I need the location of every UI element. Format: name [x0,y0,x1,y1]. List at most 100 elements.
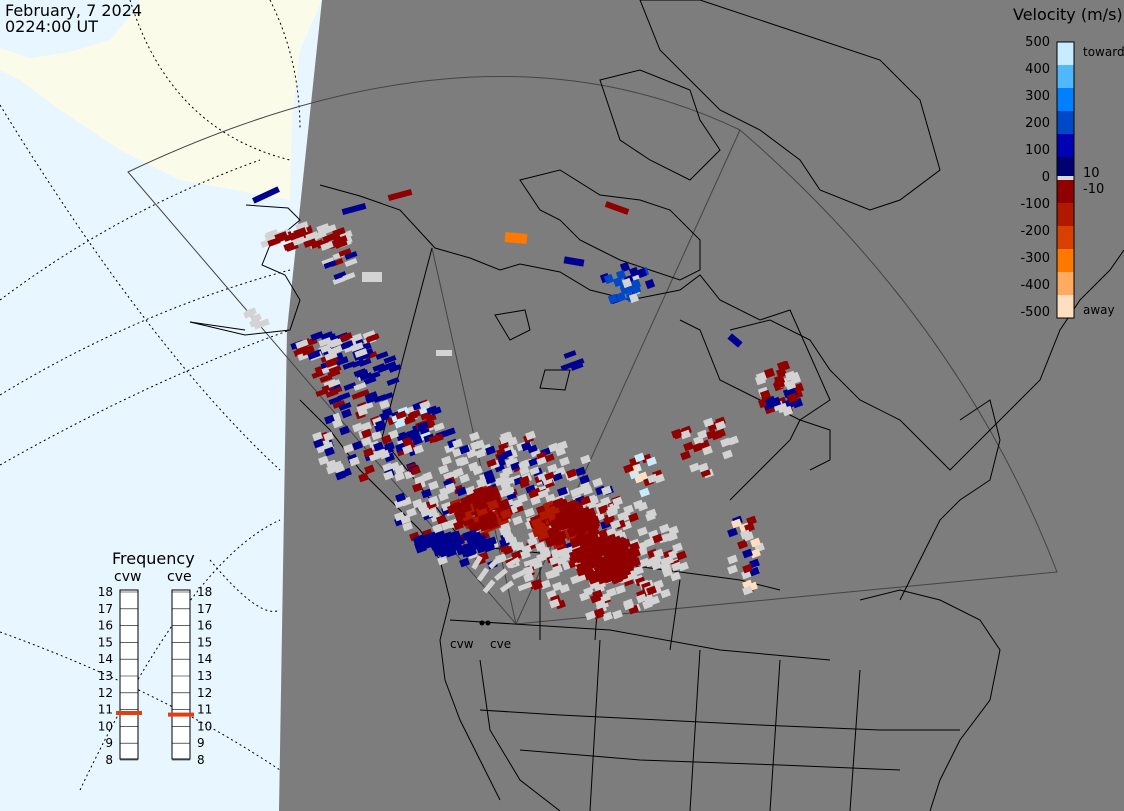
velocity-cell [651,554,662,565]
velocity-cell [511,569,527,580]
velocity-cell [343,443,354,454]
velocity-cells [243,186,805,622]
velocity-cell [639,487,650,498]
velocity-cell [363,447,374,458]
velocity-cell [614,539,628,551]
velocity-cell [497,498,511,510]
velocity-cell [518,460,529,470]
velocity-cell [476,567,490,582]
velocity-cell [421,488,432,499]
velocity-cell [575,565,589,577]
velocity-cell [781,405,794,417]
velocity-cell [646,585,657,596]
velocity-cell [425,413,437,423]
colorbar-segment [1057,134,1074,158]
velocity-cell [380,392,394,401]
velocity-cell [523,558,539,567]
velocity-cell [340,340,354,350]
velocity-cell [433,422,445,432]
velocity-cell [410,465,421,476]
velocity-cell [252,186,280,204]
velocity-cell [427,507,438,518]
velocity-cell [381,434,392,445]
velocity-cell [475,448,486,459]
velocity-cell [754,374,767,386]
velocity-cell [494,568,508,581]
velocity-cell [316,223,330,233]
velocity-cell [394,419,406,429]
colorbar-segment [1057,203,1074,227]
velocity-cell [475,534,487,545]
velocity-cell [510,461,521,471]
velocity-cell [511,550,522,561]
velocity-cell [607,293,619,305]
velocity-cell [744,522,755,533]
velocity-cell [376,448,387,459]
velocity-cell [388,429,399,440]
velocity-cell [512,515,523,526]
velocity-cell [361,436,372,447]
velocity-cell [557,440,568,451]
velocity-cell [428,495,439,506]
velocity-cell [590,593,601,604]
velocity-cell [310,331,324,341]
velocity-cell [634,452,645,463]
velocity-cell [365,395,379,404]
velocity-cell [499,580,515,593]
velocity-cell [563,350,577,359]
colorbar-tick-label: 500 [1025,35,1050,50]
frequency-scale-label-right: 16 [197,619,212,633]
velocity-cell [623,598,634,609]
velocity-cell [361,428,372,439]
colorbar-tick-label: -200 [1020,224,1050,239]
frequency-scale-label-left: 13 [98,669,113,683]
velocity-colorbar: 500400300200100100-10-100-200-300-400-50… [1020,35,1124,320]
frequency-scale-label-right: 14 [197,652,212,666]
velocity-cell [413,444,424,455]
velocity-cell [652,533,663,544]
velocity-cell [315,388,329,397]
velocity-cell [773,378,786,390]
velocity-cell [750,548,761,559]
velocity-cell [407,428,419,438]
velocity-cell [483,469,494,479]
velocity-cell [519,466,530,476]
velocity-cell [459,557,470,568]
velocity-cell [532,580,543,591]
velocity-cell [746,515,757,526]
colorbar-segment [1057,42,1074,66]
velocity-cell [264,231,278,241]
velocity-cell [575,466,586,477]
colorbar-title: Velocity (m/s) [1013,5,1123,24]
velocity-cell [557,486,568,497]
velocity-cell [742,548,753,559]
frequency-title: Frequency [112,549,195,568]
colorbar-tick-label: -400 [1020,278,1050,293]
velocity-cell [784,370,797,382]
velocity-cell [649,595,660,606]
velocity-cell [388,364,402,373]
frequency-scale-label-right: 13 [197,669,212,683]
velocity-cell [612,496,623,507]
velocity-cell [601,485,612,496]
velocity-cell [349,456,360,467]
velocity-cell [507,436,518,447]
velocity-cell [323,260,337,269]
velocity-cell [497,452,508,462]
velocity-cell [628,512,639,523]
velocity-cell [580,481,591,492]
frequency-scale-label-left: 16 [98,619,113,633]
velocity-cell [505,556,521,569]
velocity-cell [702,445,713,456]
velocity-cell [525,430,536,441]
velocity-cell [499,470,510,480]
velocity-cell [362,272,382,282]
velocity-cell [338,402,352,411]
velocity-cell [552,564,563,575]
frequency-scale-label-left: 9 [105,736,113,750]
velocity-cell [383,470,394,481]
velocity-cell [250,313,262,323]
velocity-cell [731,518,742,529]
velocity-cell [560,362,574,371]
colorbar-segment [1057,111,1074,135]
